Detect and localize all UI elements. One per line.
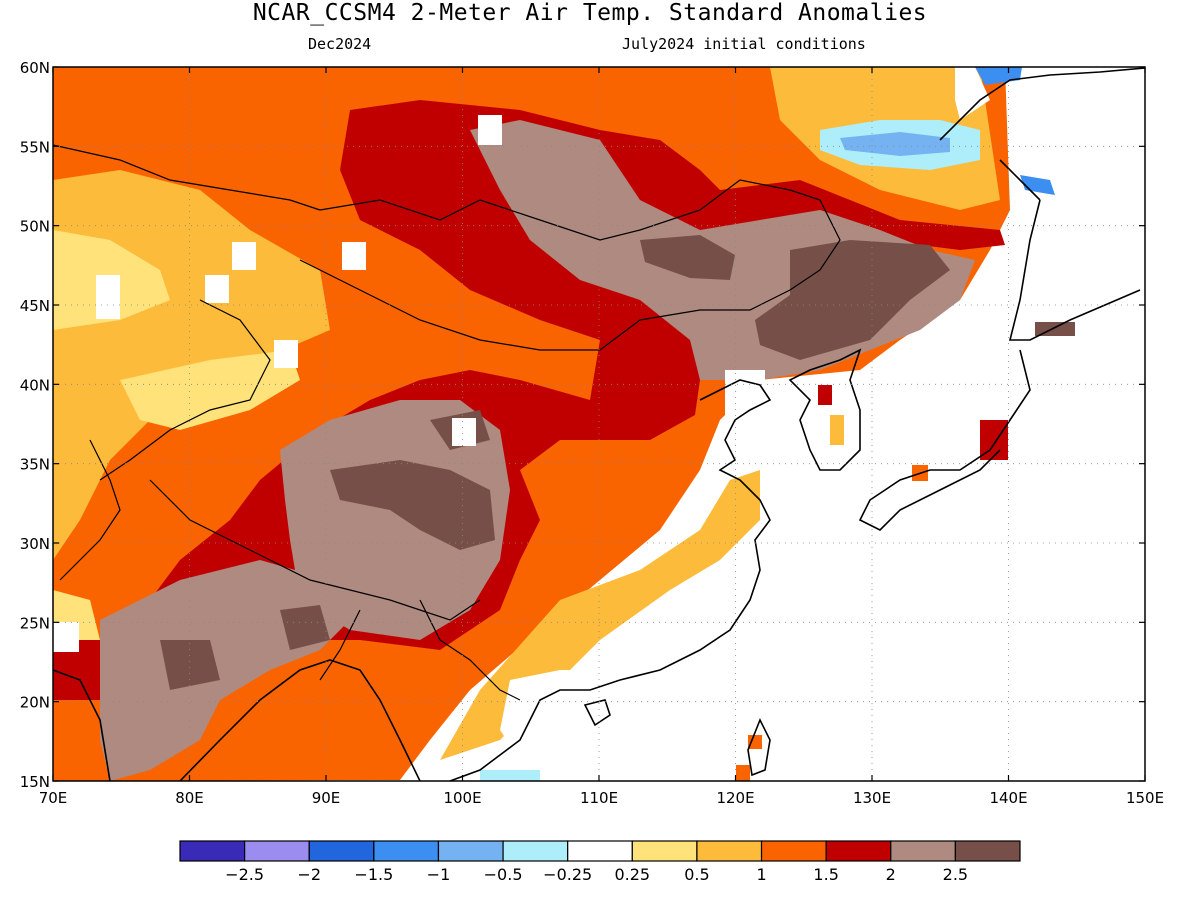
lat-tick-label: 30N xyxy=(20,535,50,553)
masked-cell xyxy=(53,622,79,652)
gridlines xyxy=(53,67,1145,781)
lon-tick-label: 120E xyxy=(716,789,754,807)
lon-tick-label: 90E xyxy=(312,789,341,807)
coastlines xyxy=(53,67,1145,781)
anomaly-region-lightblue xyxy=(840,132,950,156)
colorbar-label: −1.5 xyxy=(354,865,393,884)
anomaly-region-darkbrown-india xyxy=(160,605,330,690)
colorbar-swatch xyxy=(437,840,504,862)
anomaly-region-white-ne xyxy=(955,67,990,120)
masked-region-south-china xyxy=(500,670,620,760)
masked-cell xyxy=(452,418,476,446)
border-china-mongolia xyxy=(299,179,841,351)
colorbar-label: 2.5 xyxy=(943,865,968,884)
masked-cell xyxy=(342,242,366,270)
lat-tick-label: 15N xyxy=(20,773,50,791)
colorbar-label: 0.25 xyxy=(614,865,650,884)
coastline-russia-pacific xyxy=(939,67,1145,201)
colorbar-swatch xyxy=(179,840,246,862)
coastline-hainan xyxy=(583,699,611,727)
coastline-east-asia xyxy=(449,379,772,781)
border-south-asia xyxy=(59,439,521,701)
colorbar-label: −0.25 xyxy=(543,865,592,884)
coastline-taiwan xyxy=(747,718,771,777)
anomaly-cell xyxy=(818,385,832,405)
anomaly-cell xyxy=(736,765,750,781)
init-conditions-label: July2024 initial conditions xyxy=(622,35,866,53)
borders xyxy=(53,144,841,701)
colorbar-swatch xyxy=(760,840,827,862)
lat-tick-label: 25N xyxy=(20,614,50,632)
lat-tick-label: 50N xyxy=(20,218,50,236)
masked-cell xyxy=(96,275,120,319)
colorbar-swatch xyxy=(954,840,1021,862)
masked-cell xyxy=(478,115,502,145)
lon-tick-label: 100E xyxy=(443,789,481,807)
colorbar-label: −2.5 xyxy=(225,865,264,884)
colorbar-label: −1 xyxy=(427,865,451,884)
chart-title: NCAR_CCSM4 2-Meter Air Temp. Standard An… xyxy=(252,0,928,26)
anomaly-cell xyxy=(830,415,844,445)
colorbar-swatch xyxy=(502,840,569,862)
masked-cell xyxy=(480,770,540,781)
colorbar-swatch xyxy=(244,840,310,862)
colorbar-label: 0.5 xyxy=(684,865,709,884)
colorbar-label: −2 xyxy=(297,865,321,884)
colorbar-swatch xyxy=(696,840,763,862)
colorbar-label: −0.5 xyxy=(484,865,523,884)
anomaly-region-darkbrown-north xyxy=(640,235,1075,360)
lon-tick-label: 140E xyxy=(989,789,1027,807)
lat-tick-label: 55N xyxy=(20,138,50,156)
lat-tick-label: 20N xyxy=(20,694,50,712)
masked-cell xyxy=(274,340,298,368)
lon-tick-label: 70E xyxy=(39,789,68,807)
anomaly-cell xyxy=(748,735,762,749)
valid-month-label: Dec2024 xyxy=(308,35,372,53)
colorbar-swatch xyxy=(373,840,440,862)
anomaly-field xyxy=(53,67,1145,781)
lat-tick-label: 45N xyxy=(20,297,50,315)
masked-cell xyxy=(232,242,256,270)
colorbar-swatch xyxy=(567,840,633,862)
lon-tick-label: 80E xyxy=(175,789,204,807)
lat-tick-label: 60N xyxy=(20,59,50,77)
border-himalaya xyxy=(149,479,481,621)
lon-tick-label: 110E xyxy=(580,789,618,807)
colorbar-swatch xyxy=(308,840,375,862)
colorbar-swatch xyxy=(890,840,956,862)
colorbar-swatch xyxy=(631,840,698,862)
masked-cell xyxy=(205,275,229,303)
lat-tick-label: 40N xyxy=(20,376,50,394)
anomaly-region-yellow xyxy=(53,230,300,660)
lon-axis: 70E 80E 90E 100E 110E 120E 130E 140E 150E xyxy=(39,67,1164,807)
lat-axis: 15N 20N 25N 30N 35N 40N 45N 50N 55N 60N xyxy=(20,59,1145,791)
lat-tick-label: 35N xyxy=(20,456,50,474)
colorbar-label: 2 xyxy=(886,865,896,884)
border-central-asia xyxy=(53,144,321,481)
coastline-india xyxy=(53,659,421,781)
coastline-korea xyxy=(788,348,862,471)
colorbar-swatch xyxy=(825,840,892,862)
colorbar: −2.5 −2 −1.5 −1 −0.5 −0.25 0.25 0.5 1 1.5 2 2.5 xyxy=(179,840,1021,884)
colorbar-label: 1 xyxy=(756,865,766,884)
lon-tick-label: 130E xyxy=(853,789,891,807)
coastline-japan xyxy=(858,199,1141,531)
colorbar-label: 1.5 xyxy=(813,865,838,884)
lon-tick-label: 150E xyxy=(1126,789,1164,807)
anomaly-region-blue xyxy=(975,67,1055,195)
anomaly-region-brown-tibet xyxy=(280,400,510,640)
